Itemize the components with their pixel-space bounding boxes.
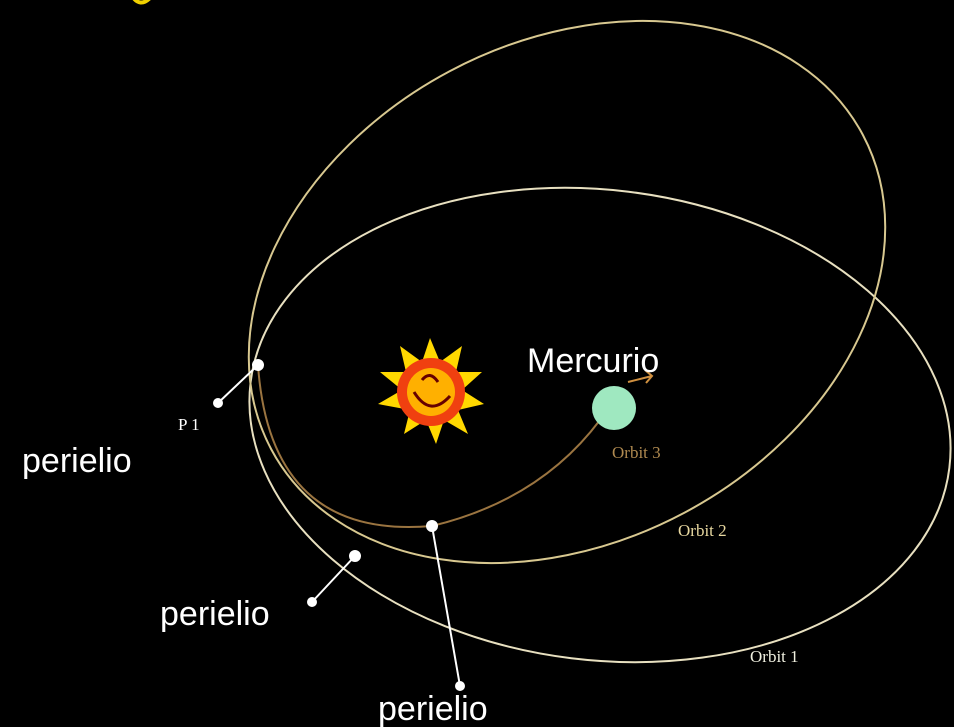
page: Mercurio perielio perielio perielio P 1 … xyxy=(0,0,954,727)
mercury xyxy=(592,386,636,430)
perihelion-label: perielio xyxy=(378,690,488,727)
orbit-label: Orbit 2 xyxy=(678,521,727,540)
orbit-label: Orbit 3 xyxy=(612,443,661,462)
perihelion-label: perielio xyxy=(160,595,270,633)
planet-label: Mercurio xyxy=(527,342,659,380)
diagram: Mercurio perielio perielio perielio P 1 … xyxy=(0,0,954,727)
perihelion-label: perielio xyxy=(22,442,132,480)
orbit-label: Orbit 1 xyxy=(750,647,799,666)
point-label: P 1 xyxy=(178,415,200,434)
background xyxy=(0,0,954,727)
